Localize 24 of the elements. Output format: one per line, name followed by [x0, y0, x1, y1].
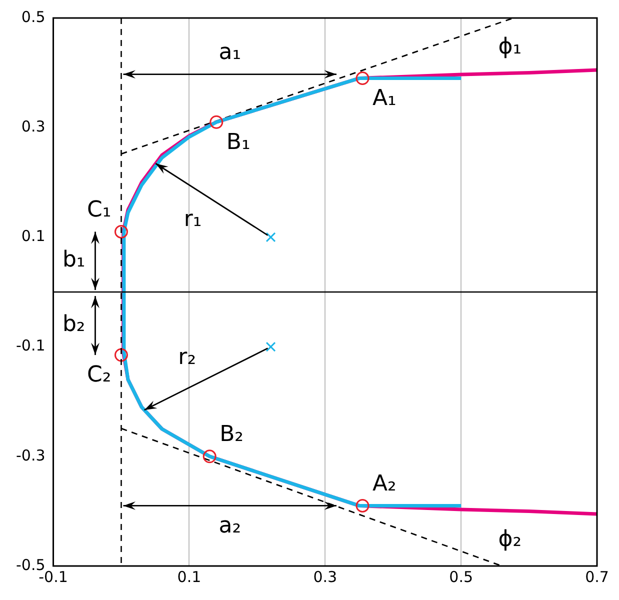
y-tick-label: -0.3: [16, 446, 46, 464]
annotation: ϕ₁: [498, 34, 522, 60]
x-tick-label: 0.7: [585, 568, 609, 586]
annotation: B₂: [220, 422, 244, 448]
y-tick-label: -0.1: [16, 336, 46, 355]
annotation: b₁: [62, 248, 86, 273]
x-tick-label: 0.3: [313, 568, 338, 586]
x-tick-label: 0.1: [177, 568, 202, 586]
annotation: A₁: [372, 86, 396, 111]
annotation: C₂: [87, 362, 112, 388]
annotation: B₁: [226, 130, 250, 155]
annotation: ϕ₂: [498, 526, 522, 552]
y-tick-label: 0.3: [21, 117, 46, 136]
y-tick-label: 0.5: [21, 8, 46, 26]
annotation: r₁: [184, 207, 202, 232]
y-tick-label: 0.1: [21, 227, 46, 246]
x-tick-label: 0.5: [449, 568, 473, 586]
annotation: r₂: [178, 344, 196, 370]
annotation: a₁: [218, 40, 242, 65]
annotation: a₂: [218, 513, 242, 538]
y-tick-label: -0.5: [16, 556, 46, 574]
annotation: C₁: [87, 197, 112, 222]
annotation: b₂: [62, 312, 86, 338]
annotation: A₂: [372, 471, 396, 496]
